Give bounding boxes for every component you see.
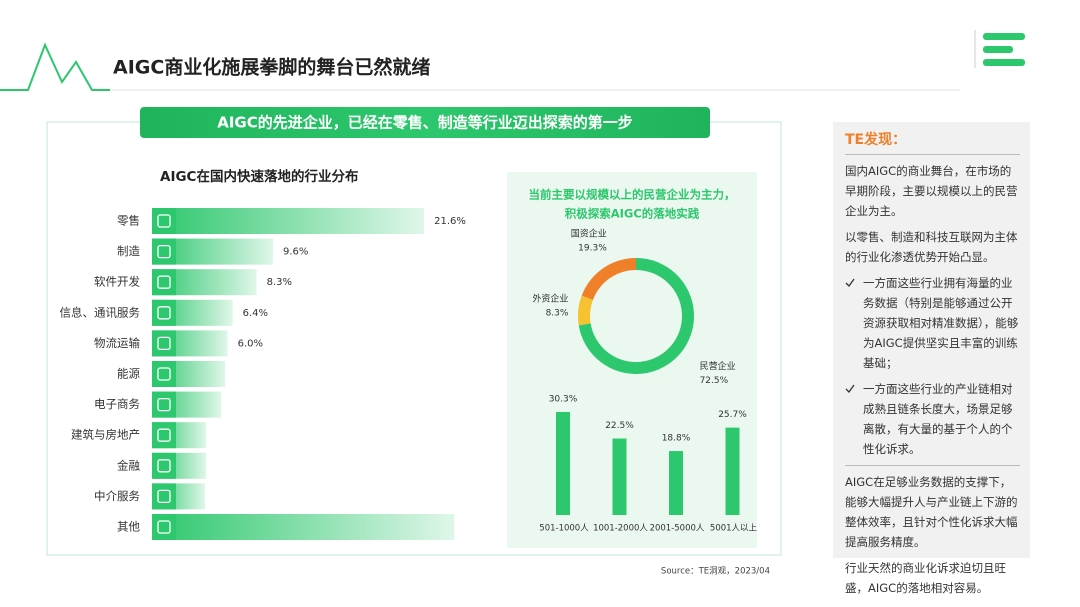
bullet-text: 一方面这些行业拥有海量的业务数据（特别是能够通过公开资源获取相对精准数据），能够… bbox=[863, 276, 1019, 370]
bullet-text: 一方面这些行业的产业链相对成熟且链条长度大，场景足够离散，有大量的基于个人的个性… bbox=[863, 382, 1013, 456]
category-label: 制造 bbox=[117, 244, 140, 258]
icon-glyph bbox=[157, 306, 171, 320]
category-label: 中介服务 bbox=[94, 489, 140, 503]
icon-glyph bbox=[157, 397, 171, 412]
value-label: 8.3% bbox=[267, 277, 292, 288]
icon-glyph bbox=[157, 367, 171, 381]
divider bbox=[845, 465, 1020, 466]
value-label: 18.8% bbox=[662, 434, 691, 444]
header-deco bbox=[0, 42, 110, 91]
value-label: 6.0% bbox=[238, 338, 263, 349]
icon bbox=[152, 238, 176, 265]
bar bbox=[556, 411, 570, 515]
category-label: 5001人以上 bbox=[710, 524, 758, 534]
banner bbox=[140, 107, 710, 138]
value-label: 21.6% bbox=[434, 216, 466, 227]
icon-glyph bbox=[157, 214, 171, 228]
icon bbox=[152, 299, 176, 326]
bar bbox=[612, 438, 627, 515]
sidebar-title: TE发现： bbox=[845, 130, 1020, 155]
slice-label: 民营企业 bbox=[700, 360, 736, 372]
bullet: 一方面这些行业的产业链相对成熟且链条长度大，场景足够离散，有大量的基于个人的个性… bbox=[845, 379, 1020, 459]
paragraph: 国内AIGC的商业舞台，在市场的早期阶段，主要以规模以上的民营企业为主。 bbox=[845, 164, 1018, 218]
chart-title: 当前主要以规模以上的民营企业为主力， bbox=[529, 188, 736, 202]
icon bbox=[152, 330, 176, 357]
category-label: 金融 bbox=[117, 458, 140, 472]
category-label: 零售 bbox=[117, 214, 140, 228]
category-label: 其他 bbox=[117, 520, 140, 534]
logo bbox=[983, 33, 1025, 66]
slice-value: 8.3% bbox=[546, 309, 569, 319]
icon bbox=[152, 208, 176, 234]
icon bbox=[152, 452, 176, 479]
icon-glyph bbox=[157, 459, 171, 473]
source: Source：TE洞观，2023/04 bbox=[661, 566, 770, 577]
slice-value: 72.5% bbox=[700, 376, 729, 386]
value-label: 25.7% bbox=[718, 410, 747, 420]
category-label: 物流运输 bbox=[94, 336, 140, 350]
sub-panel bbox=[507, 172, 757, 548]
category-label: 501-1000人 bbox=[539, 524, 589, 534]
donut-slice bbox=[578, 295, 593, 326]
category-label: 1001-2000人 bbox=[593, 524, 648, 534]
paragraph: AIGC在足够业务数据的支撑下，能够大幅提升人与产业链上下游的整体效率，且针对个… bbox=[845, 475, 1018, 549]
check bbox=[845, 384, 855, 394]
chart-title: AIGC在国内快速落地的行业分布 bbox=[160, 168, 358, 185]
value-label: 9.6% bbox=[283, 247, 308, 258]
bullet: 一方面这些行业拥有海量的业务数据（特别是能够通过公开资源获取相对精准数据），能够… bbox=[845, 273, 1020, 373]
category-label: 2001-5000人 bbox=[650, 524, 705, 534]
icon bbox=[152, 514, 176, 540]
icon-glyph bbox=[157, 520, 171, 534]
category-label: 建筑与房地产 bbox=[71, 428, 140, 442]
slice-label: 外资企业 bbox=[532, 293, 568, 305]
icon bbox=[152, 391, 176, 418]
slice-value: 19.3% bbox=[578, 244, 607, 254]
category-label: 电子商务 bbox=[94, 397, 140, 411]
category-label: 信息、通讯服务 bbox=[60, 305, 141, 319]
chart-title: 积极探索AIGC的落地实践 bbox=[565, 207, 700, 221]
paragraph: 行业天然的商业化诉求迫切且旺盛，AIGC的落地相对容易。 bbox=[845, 561, 1006, 595]
icon-glyph bbox=[157, 336, 171, 351]
value-label: 30.3% bbox=[549, 394, 578, 404]
slice-label: 国资企业 bbox=[571, 228, 607, 240]
category-label: 软件开发 bbox=[94, 275, 140, 289]
bar bbox=[725, 427, 740, 515]
category-label: 能源 bbox=[117, 367, 140, 381]
paragraph: 以零售、制造和科技互联网为主体的行业化渗透优势开始凸显。 bbox=[845, 230, 1018, 264]
bar bbox=[152, 514, 455, 540]
icon-glyph bbox=[157, 244, 171, 259]
icon bbox=[152, 483, 176, 510]
sidebar: TE发现： 国内AIGC的商业舞台，在市场的早期阶段，主要以规模以上的民营企业为… bbox=[833, 122, 1030, 595]
check bbox=[845, 278, 855, 288]
icon-glyph bbox=[157, 275, 171, 289]
value-label: 6.4% bbox=[243, 308, 268, 319]
banner-text: AIGC的先进企业，已经在零售、制造等行业迈出探索的第一步 bbox=[217, 114, 633, 132]
bar bbox=[669, 451, 683, 515]
page-title: AIGC商业化施展拳脚的舞台已然就绪 bbox=[113, 56, 430, 79]
icon bbox=[152, 361, 176, 387]
icon-glyph bbox=[157, 428, 171, 442]
icon bbox=[152, 422, 176, 449]
value-label: 22.5% bbox=[605, 421, 634, 431]
donut-slice bbox=[581, 258, 636, 300]
icon bbox=[152, 269, 176, 296]
icon-glyph bbox=[157, 489, 171, 504]
bar bbox=[152, 208, 425, 234]
